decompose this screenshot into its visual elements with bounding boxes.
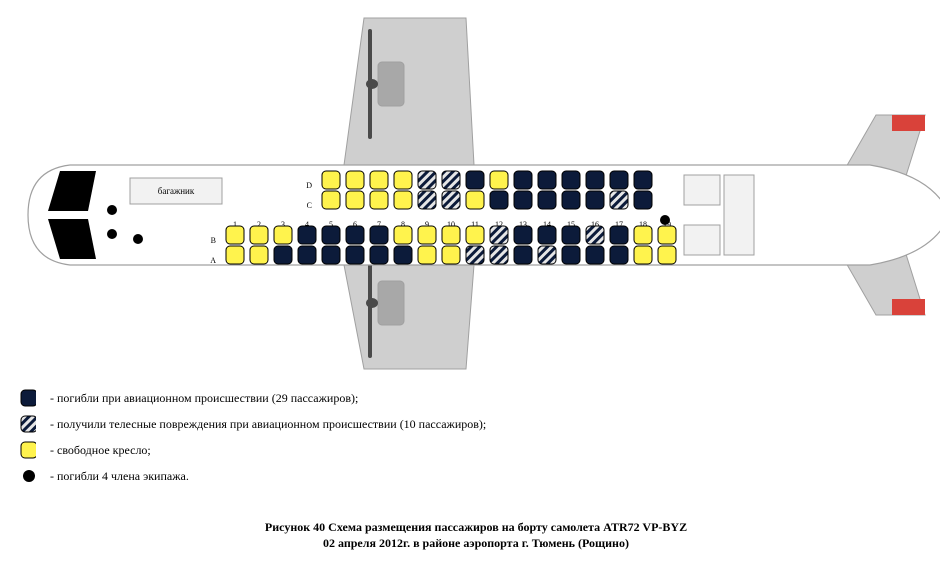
seat-B15 <box>562 226 580 244</box>
seat-B12 <box>490 226 508 244</box>
legend-swatch-seat_injured <box>20 416 36 432</box>
legend-row-4: - погибли 4 члена экипажа. <box>20 468 920 484</box>
seat-A10 <box>442 246 460 264</box>
seat-A16 <box>586 246 604 264</box>
seat-C14 <box>538 191 556 209</box>
crew-marker-2 <box>107 229 117 239</box>
seat-B6 <box>346 226 364 244</box>
seat-A17 <box>610 246 628 264</box>
seat-D13 <box>514 171 532 189</box>
seat-B7 <box>370 226 388 244</box>
seat-C15 <box>562 191 580 209</box>
seat-C16 <box>586 191 604 209</box>
seat-D18 <box>634 171 652 189</box>
seat-C13 <box>514 191 532 209</box>
seat-A6 <box>346 246 364 264</box>
seat-B13 <box>514 226 532 244</box>
seat-B14 <box>538 226 556 244</box>
svg-text:B: B <box>211 236 216 245</box>
seat-A9 <box>418 246 436 264</box>
seat-C17 <box>610 191 628 209</box>
figure-caption: Рисунок 40 Схема размещения пассажиров н… <box>0 520 952 551</box>
seat-C11 <box>466 191 484 209</box>
seat-D12 <box>490 171 508 189</box>
seat-A2 <box>250 246 268 264</box>
seat-C9 <box>418 191 436 209</box>
legend-text: - погибли при авиационном происшествии (… <box>50 391 358 406</box>
caption-line-1: Рисунок 40 Схема размещения пассажиров н… <box>0 520 952 536</box>
seat-A11 <box>466 246 484 264</box>
svg-text:A: A <box>210 256 216 265</box>
aircraft-diagram: багажникDCBA1234567891011121314151617181… <box>10 10 940 384</box>
seat-C18 <box>634 191 652 209</box>
seat-A8 <box>394 246 412 264</box>
seat-B5 <box>322 226 340 244</box>
seat-A13 <box>514 246 532 264</box>
legend-text: - получили телесные повреждения при авиа… <box>50 417 486 432</box>
seat-A7 <box>370 246 388 264</box>
seat-D7 <box>370 171 388 189</box>
caption-line-2: 02 апреля 2012г. в районе аэропорта г. Т… <box>0 536 952 552</box>
crew-marker-1 <box>107 205 117 215</box>
seat-B3 <box>274 226 292 244</box>
legend-row-1: - погибли при авиационном происшествии (… <box>20 390 920 406</box>
seat-B4 <box>298 226 316 244</box>
seat-C12 <box>490 191 508 209</box>
seat-D5 <box>322 171 340 189</box>
legend-swatch-seat_empty <box>20 442 36 458</box>
seat-D10 <box>442 171 460 189</box>
seat-B1 <box>226 226 244 244</box>
seat-B2 <box>250 226 268 244</box>
seat-B9 <box>418 226 436 244</box>
legend-row-3: - свободное кресло; <box>20 442 920 458</box>
svg-text:багажник: багажник <box>158 186 195 196</box>
seat-A14 <box>538 246 556 264</box>
seat-A5 <box>322 246 340 264</box>
legend-row-2: - получили телесные повреждения при авиа… <box>20 416 920 432</box>
seat-D8 <box>394 171 412 189</box>
seat-B16 <box>586 226 604 244</box>
seat-A18 <box>634 246 652 264</box>
legend-text: - свободное кресло; <box>50 443 151 458</box>
legend: - погибли при авиационном происшествии (… <box>20 390 920 494</box>
svg-text:C: C <box>307 201 312 210</box>
seat-C6 <box>346 191 364 209</box>
seat-B10 <box>442 226 460 244</box>
seat-A3 <box>274 246 292 264</box>
seat-B18 <box>634 226 652 244</box>
seat-D15 <box>562 171 580 189</box>
seat-A4 <box>298 246 316 264</box>
seat-C10 <box>442 191 460 209</box>
seat-B8 <box>394 226 412 244</box>
seat-B17 <box>610 226 628 244</box>
svg-text:D: D <box>306 181 312 190</box>
legend-text: - погибли 4 члена экипажа. <box>50 469 189 484</box>
seat-A12 <box>490 246 508 264</box>
figure-root: багажникDCBA1234567891011121314151617181… <box>0 0 952 567</box>
legend-swatch-crew_marker <box>20 468 36 484</box>
crew-marker-4 <box>660 215 670 225</box>
seat-A1 <box>226 246 244 264</box>
seat-D16 <box>586 171 604 189</box>
seat-A15 <box>562 246 580 264</box>
aircraft-svg: багажникDCBA1234567891011121314151617181… <box>10 10 940 380</box>
seat-A19 <box>658 246 676 264</box>
seat-C5 <box>322 191 340 209</box>
seat-D14 <box>538 171 556 189</box>
seat-D11 <box>466 171 484 189</box>
seat-D9 <box>418 171 436 189</box>
legend-swatch-seat_died <box>20 390 36 406</box>
seat-B19 <box>658 226 676 244</box>
seat-C8 <box>394 191 412 209</box>
seat-D17 <box>610 171 628 189</box>
seat-D6 <box>346 171 364 189</box>
crew-marker-3 <box>133 234 143 244</box>
seat-B11 <box>466 226 484 244</box>
seat-C7 <box>370 191 388 209</box>
